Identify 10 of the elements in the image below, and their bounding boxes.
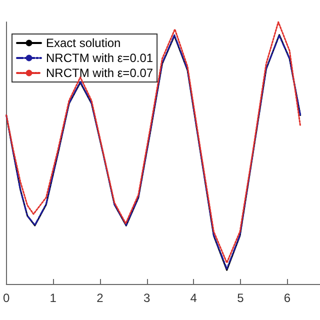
- legend-label: NRCTM with ε=0.07: [46, 66, 154, 80]
- legend-label: Exact solution: [46, 36, 121, 50]
- x-tick-label: 1: [50, 291, 57, 305]
- x-tick-label: 6: [284, 291, 291, 305]
- legend-label: NRCTM with ε=0.01: [46, 51, 154, 65]
- x-tick-label: 4: [190, 291, 198, 305]
- x-tick-label: 3: [143, 291, 150, 305]
- x-tick-label: 5: [237, 291, 244, 305]
- x-tick-label: 2: [96, 291, 104, 305]
- x-tick-label: 0: [2, 291, 10, 305]
